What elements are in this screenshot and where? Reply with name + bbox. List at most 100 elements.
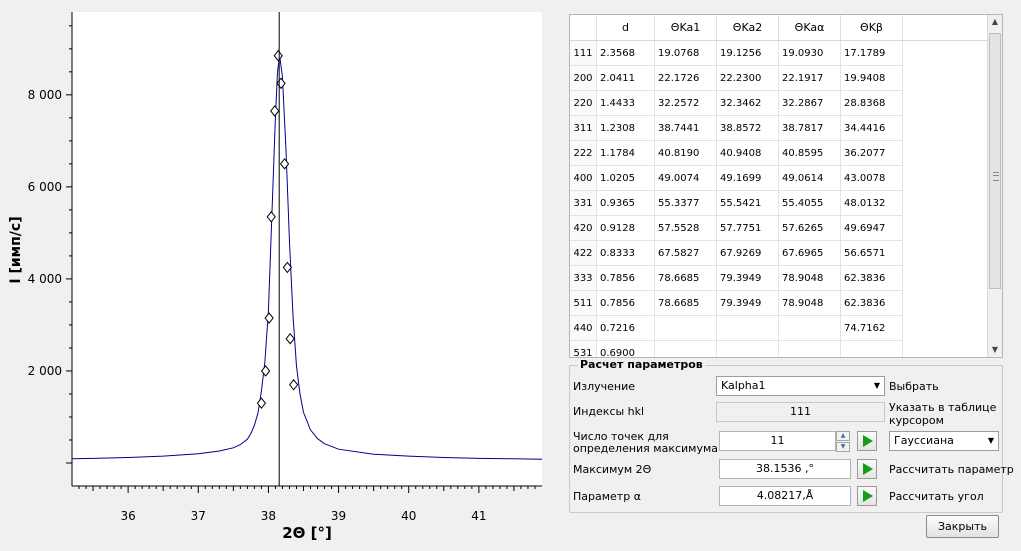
scroll-down-icon[interactable]: ▼ [991,345,999,354]
reflections-table[interactable]: d ΘKa1 ΘKa2 ΘKaα ΘKβ 111 2.3568 19.0768 19.… [569,14,1003,358]
cell-ka2[interactable]: 40.9408 [717,141,779,166]
stepper-down-icon[interactable]: ▼ [836,442,850,452]
cell-d[interactable]: 1.0205 [597,166,655,191]
param-field[interactable]: 4.08217,Å [719,486,851,506]
calc-param-button[interactable] [857,459,877,479]
cell-ka1[interactable]: 78.6685 [655,266,717,291]
cell-ka1[interactable] [655,341,717,357]
cell-ka2[interactable]: 55.5421 [717,191,779,216]
cell-kb[interactable]: 48.0132 [841,191,903,216]
cell-kaa[interactable] [779,316,841,341]
cell-ka1[interactable]: 78.6685 [655,291,717,316]
table-row[interactable]: 420 0.9128 57.5528 57.7751 57.6265 49.6947 [570,216,988,241]
cell-kb[interactable]: 49.6947 [841,216,903,241]
cell-d[interactable]: 0.9365 [597,191,655,216]
cell-ka2[interactable]: 79.3949 [717,266,779,291]
stepper-up-icon[interactable]: ▲ [836,431,850,441]
cell-ka1[interactable]: 19.0768 [655,41,717,66]
row-header[interactable]: 420 [570,216,597,241]
cell-kaa[interactable]: 78.9048 [779,266,841,291]
row-header[interactable]: 422 [570,241,597,266]
fit-function-select[interactable]: Гауссиана ▼ [889,431,999,451]
cell-kb[interactable]: 19.9408 [841,66,903,91]
cell-d[interactable]: 1.4433 [597,91,655,116]
cell-d[interactable]: 2.0411 [597,66,655,91]
cell-ka2[interactable]: 38.8572 [717,116,779,141]
cell-kaa[interactable]: 32.2867 [779,91,841,116]
cell-d[interactable]: 1.1784 [597,141,655,166]
scroll-thumb[interactable] [989,33,1001,289]
cell-ka2[interactable] [717,341,779,357]
cell-ka2[interactable]: 79.3949 [717,291,779,316]
cell-ka2[interactable]: 19.1256 [717,41,779,66]
diffraction-chart[interactable]: 2 000 4 000 6 000 8 000 36 37 38 39 40 41 2Θ [°]… [0,0,560,551]
table-row[interactable]: 422 0.8333 67.5827 67.9269 67.6965 56.6571 [570,241,988,266]
cell-kb[interactable]: 17.1789 [841,41,903,66]
cell-ka2[interactable] [717,316,779,341]
cell-d[interactable]: 0.7216 [597,316,655,341]
table-row[interactable]: 440 0.7216 74.7162 [570,316,988,341]
cell-ka1[interactable]: 22.1726 [655,66,717,91]
header-kb[interactable]: ΘKβ [841,15,903,40]
cell-ka1[interactable]: 40.8190 [655,141,717,166]
table-row[interactable]: 400 1.0205 49.0074 49.1699 49.0614 43.0078 [570,166,988,191]
close-button[interactable]: Закрыть [926,515,999,538]
cell-ka2[interactable]: 22.2300 [717,66,779,91]
cell-kaa[interactable]: 38.7817 [779,116,841,141]
cell-ka1[interactable] [655,316,717,341]
cell-d[interactable]: 0.7856 [597,291,655,316]
row-header[interactable]: 222 [570,141,597,166]
max-field[interactable]: 38.1536 ,° [719,459,851,479]
row-header[interactable]: 440 [570,316,597,341]
cell-ka1[interactable]: 32.2572 [655,91,717,116]
calc-param-label[interactable]: Рассчитать параметр [889,463,1014,476]
cell-kaa[interactable]: 22.1917 [779,66,841,91]
table-row[interactable]: 222 1.1784 40.8190 40.9408 40.8595 36.2077 [570,141,988,166]
run-fit-button[interactable] [857,431,877,451]
cell-ka1[interactable]: 55.3377 [655,191,717,216]
cell-kb[interactable]: 36.2077 [841,141,903,166]
header-kaa[interactable]: ΘKaα [779,15,841,40]
table-row[interactable]: 531 0.6900 [570,341,988,357]
cell-kaa[interactable]: 19.0930 [779,41,841,66]
cell-ka2[interactable]: 67.9269 [717,241,779,266]
row-header[interactable]: 200 [570,66,597,91]
table-row[interactable]: 511 0.7856 78.6685 79.3949 78.9048 62.3836 [570,291,988,316]
cell-d[interactable]: 0.8333 [597,241,655,266]
table-row[interactable]: 311 1.2308 38.7441 38.8572 38.7817 34.4416 [570,116,988,141]
cell-ka1[interactable]: 38.7441 [655,116,717,141]
cell-d[interactable]: 0.7856 [597,266,655,291]
cell-kb[interactable]: 28.8368 [841,91,903,116]
cell-kaa[interactable] [779,341,841,357]
cell-kaa[interactable]: 55.4055 [779,191,841,216]
header-d[interactable]: d [597,15,655,40]
row-header[interactable]: 311 [570,116,597,141]
radiation-select[interactable]: Kalpha1 ▼ [716,376,885,396]
cell-kb[interactable]: 34.4416 [841,116,903,141]
row-header[interactable]: 331 [570,191,597,216]
row-header[interactable]: 220 [570,91,597,116]
header-ka2[interactable]: ΘKa2 [717,15,779,40]
row-header[interactable]: 400 [570,166,597,191]
table-row[interactable]: 220 1.4433 32.2572 32.3462 32.2867 28.8368 [570,91,988,116]
table-row[interactable]: 111 2.3568 19.0768 19.1256 19.0930 17.1789 [570,41,988,66]
cell-d[interactable]: 0.9128 [597,216,655,241]
row-header[interactable]: 531 [570,341,597,357]
cell-d[interactable]: 2.3568 [597,41,655,66]
table-row[interactable]: 333 0.7856 78.6685 79.3949 78.9048 62.3836 [570,266,988,291]
points-field[interactable]: 11 [719,431,836,451]
scroll-up-icon[interactable]: ▲ [991,17,999,26]
calc-angle-label[interactable]: Рассчитать угол [889,490,984,503]
cell-ka1[interactable]: 49.0074 [655,166,717,191]
cell-kaa[interactable]: 78.9048 [779,291,841,316]
cell-kaa[interactable]: 57.6265 [779,216,841,241]
cell-kb[interactable]: 62.3836 [841,291,903,316]
table-scrollbar[interactable]: ▲ ▼ [987,15,1002,357]
row-header[interactable]: 511 [570,291,597,316]
cell-kaa[interactable]: 40.8595 [779,141,841,166]
table-row[interactable]: 200 2.0411 22.1726 22.2300 22.1917 19.9408 [570,66,988,91]
calc-angle-button[interactable] [857,486,877,506]
cell-kb[interactable]: 56.6571 [841,241,903,266]
header-ka1[interactable]: ΘKa1 [655,15,717,40]
cell-ka2[interactable]: 49.1699 [717,166,779,191]
